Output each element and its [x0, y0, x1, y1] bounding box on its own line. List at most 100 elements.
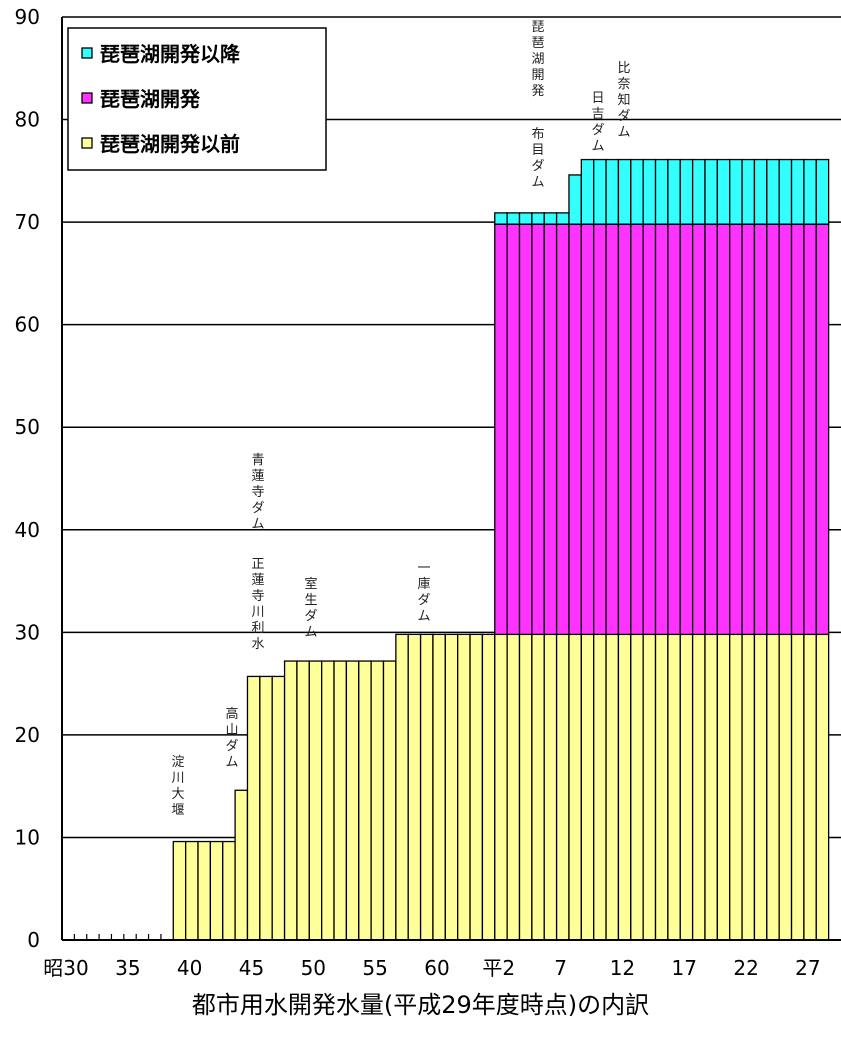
bar-before	[197, 840, 212, 941]
annotation-char: 寺	[251, 485, 264, 500]
bar-before	[704, 633, 718, 941]
legend-label: 琵琶湖開発以降	[100, 42, 241, 66]
bar-before	[370, 660, 385, 941]
bar-after	[654, 158, 669, 225]
y-tick-label: 20	[15, 723, 40, 747]
x-tick-label: 40	[177, 956, 202, 980]
annotation-char: 大	[171, 787, 184, 802]
x-tick-label: 22	[733, 956, 758, 980]
bar-before	[580, 633, 595, 941]
bar-before	[617, 633, 632, 941]
bar-biwako	[580, 223, 595, 636]
annotation-label: 比奈知ダム	[617, 61, 630, 140]
bar-after	[753, 158, 768, 225]
annotation-char: 一	[417, 561, 430, 576]
annotation-char: ム	[304, 625, 317, 640]
bar-biwako	[605, 223, 620, 636]
bar-biwako	[790, 223, 805, 636]
x-tick-label: 17	[672, 956, 697, 980]
x-tick-label: 27	[795, 956, 820, 980]
bar-after	[815, 158, 830, 225]
annotation-char: 川	[171, 771, 184, 786]
bar-before	[283, 660, 298, 941]
bar-before	[222, 840, 236, 941]
annotation-char: 堰	[171, 803, 184, 818]
bar-after	[741, 158, 756, 225]
annotation-char: 山	[225, 723, 238, 738]
bar-biwako	[506, 223, 521, 636]
bar-biwako	[555, 223, 570, 636]
bar-before	[815, 633, 830, 941]
bar-biwako	[654, 223, 669, 636]
annotation-label: 布目ダム	[531, 127, 544, 190]
legend-swatch	[81, 137, 93, 149]
y-tick-label: 10	[15, 825, 40, 849]
annotation-char: 日	[591, 91, 604, 106]
bar-before	[654, 633, 669, 941]
annotation-char: 湖	[531, 52, 544, 67]
bar-before	[432, 633, 446, 941]
bar-biwako	[667, 223, 681, 636]
annotation-char: ダ	[531, 159, 544, 174]
x-tick-label: 平2	[482, 956, 515, 980]
annotation-char: 庫	[417, 577, 430, 592]
chart-title: 都市用水開発水量(平成29年度時点)の内訳	[191, 991, 650, 1019]
annotation-char: 知	[617, 92, 630, 108]
y-tick-label: 90	[15, 5, 40, 29]
bar-before	[679, 633, 694, 941]
x-tick-label: 50	[301, 956, 326, 980]
x-tick-label: 7	[554, 956, 567, 980]
bar-biwako	[778, 223, 793, 636]
bar-after	[518, 212, 533, 225]
annotation-char: 寺	[251, 589, 264, 604]
bar-before	[555, 633, 570, 941]
bar-after	[506, 212, 521, 225]
bar-before	[308, 660, 323, 941]
annotation-label: 琵琶湖開発	[531, 20, 544, 99]
x-tick-label: 12	[610, 956, 635, 980]
annotation-char: 水	[251, 637, 264, 652]
annotation-char: ダ	[304, 609, 317, 624]
bar-after	[729, 158, 743, 225]
bar-before	[716, 633, 731, 941]
bar-after	[555, 212, 570, 225]
bar-after	[667, 158, 681, 225]
bar-before	[419, 633, 434, 941]
bar-biwako	[729, 223, 743, 636]
bar-before	[494, 633, 508, 941]
annotation-char: 開	[531, 68, 544, 83]
bar-after	[716, 158, 731, 225]
bar-before	[382, 660, 397, 941]
x-tick-label: 45	[239, 956, 264, 980]
y-tick-label: 0	[27, 928, 40, 952]
x-tick-label: 昭30	[43, 956, 88, 980]
bar-after	[642, 158, 657, 225]
legend-box	[67, 27, 327, 171]
annotation-char: ム	[531, 175, 544, 190]
bar-biwako	[815, 223, 830, 636]
bar-after	[679, 158, 694, 225]
bar-after	[778, 158, 793, 225]
bar-biwako	[593, 223, 607, 636]
annotation-char: 奈	[617, 77, 630, 92]
bar-before	[729, 633, 743, 941]
annotation-char: 目	[531, 143, 544, 158]
bar-before	[234, 789, 249, 941]
bar-before	[741, 633, 756, 941]
y-tick-label: 40	[15, 518, 40, 542]
y-tick-label: 50	[15, 415, 40, 439]
annotation-label: 青蓮寺ダム	[251, 453, 264, 532]
bar-before	[568, 633, 582, 941]
bar-before	[778, 633, 793, 941]
annotation-char: 吉	[591, 107, 604, 122]
bar-after	[494, 212, 508, 225]
annotation-label: 日吉ダム	[591, 91, 604, 154]
bar-after	[766, 158, 780, 225]
bar-biwako	[741, 223, 756, 636]
y-tick-label: 30	[15, 620, 40, 644]
annotation-char: 生	[304, 593, 317, 608]
bar-before	[691, 633, 706, 941]
